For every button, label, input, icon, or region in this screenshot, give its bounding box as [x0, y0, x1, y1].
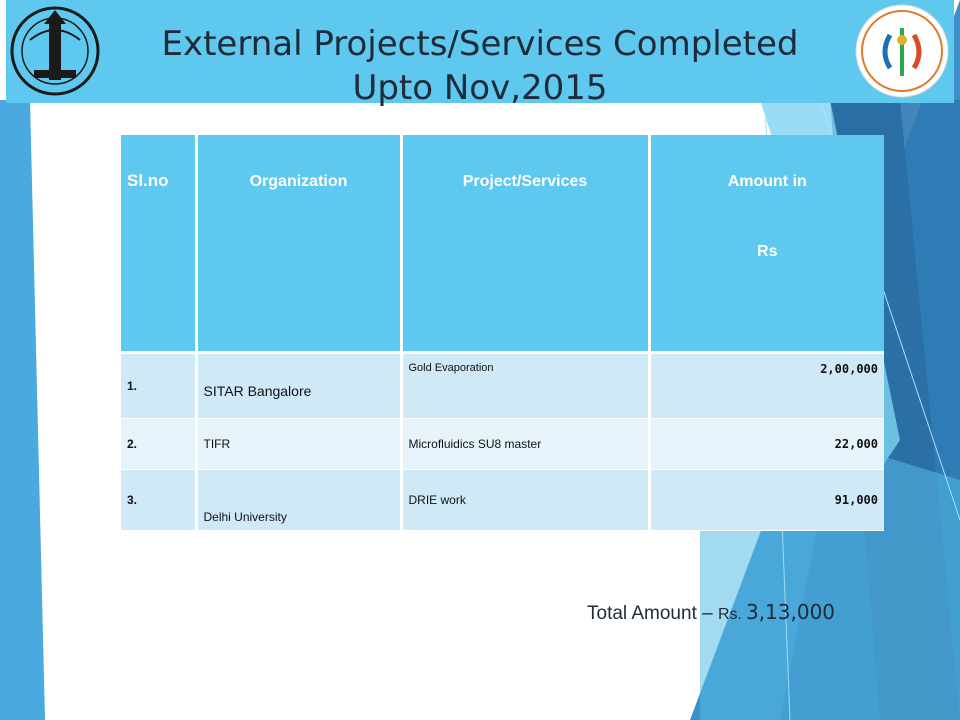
table-row: 1. SITAR Bangalore Gold Evaporation 2,00… — [121, 352, 884, 419]
header-sl: Sl.no — [127, 171, 169, 190]
total-rs: Rs. — [717, 606, 742, 623]
header-organization: Organization — [249, 173, 348, 190]
row-organization: SITAR Bangalore — [196, 352, 403, 419]
bg-left-strip — [0, 100, 45, 720]
title-banner — [6, 0, 954, 103]
row-project: Microfluidics SU8 master — [401, 418, 651, 470]
row-project: DRIE work — [401, 469, 651, 531]
row-sl: 2. — [121, 418, 198, 470]
header-cell-project: Project/Services — [401, 135, 651, 354]
slide-title-line1: External Projects/Services Completed — [161, 24, 799, 64]
row-amount: 2,00,000 — [649, 352, 884, 419]
table-row: 2. TIFR Microfluidics SU8 master 22,000 — [121, 418, 884, 470]
row-project: Gold Evaporation — [401, 352, 651, 419]
total-label: Total Amount – — [587, 603, 718, 624]
total-value: 3,13,000 — [745, 600, 836, 624]
row-sl: 3. — [121, 469, 198, 531]
row-organization: TIFR — [196, 418, 403, 470]
row-organization: Delhi University — [196, 469, 403, 531]
row-amount: 22,000 — [649, 418, 884, 470]
iisc-crest-icon — [10, 6, 100, 96]
row-sl: 1. — [121, 352, 198, 419]
cense-logo-icon — [855, 4, 949, 98]
table-header-row: Sl.no Organization Project/Services Amou… — [121, 135, 884, 354]
header-cell-organization: Organization — [196, 135, 403, 354]
header-amount-line1: Amount in — [727, 173, 807, 190]
header-amount-line2: Rs — [757, 243, 778, 260]
table-row: 3. Delhi University DRIE work 91,000 — [121, 469, 884, 531]
slide-title-line2: Upto Nov,2015 — [352, 68, 608, 108]
header-cell-amount: Amount in Rs — [649, 135, 884, 354]
projects-table: Sl.no Organization Project/Services Amou… — [121, 135, 884, 531]
header-cell-sl: Sl.no — [121, 135, 198, 354]
header-project: Project/Services — [462, 173, 588, 190]
row-amount: 91,000 — [649, 469, 884, 531]
total-amount: Total Amount – Rs. 3,13,000 — [587, 600, 835, 625]
